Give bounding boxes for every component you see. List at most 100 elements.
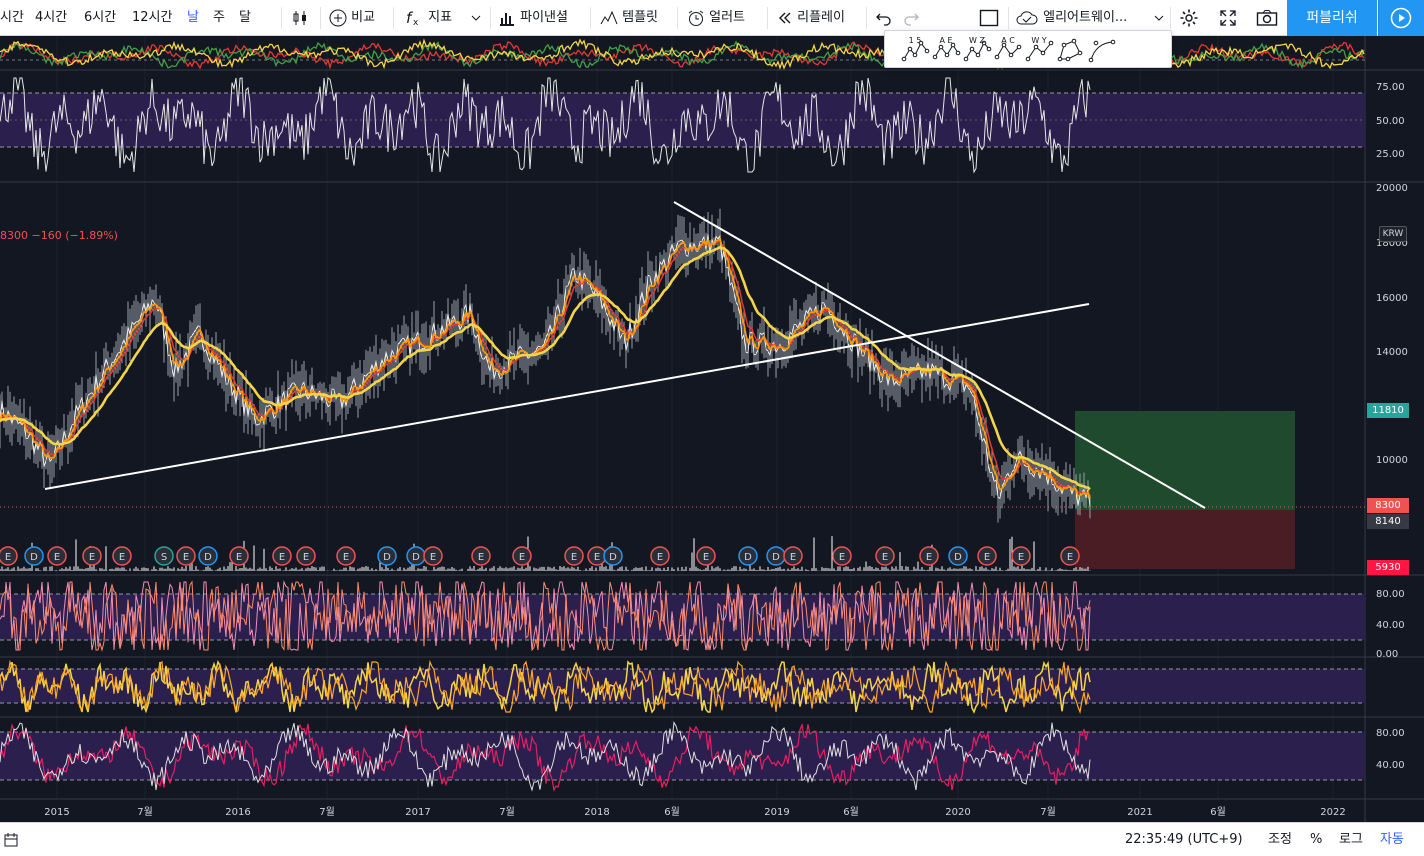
currency-badge[interactable]: KRW [1379, 226, 1407, 242]
stop-zone[interactable] [1075, 510, 1295, 569]
log-toggle[interactable]: 로그 [1339, 832, 1363, 847]
event-marker[interactable]: D [24, 546, 44, 566]
event-marker[interactable]: E [82, 546, 102, 566]
price-axis-label: 10000 [1376, 455, 1408, 466]
event-marker[interactable]: E [1011, 546, 1031, 566]
templates-button[interactable]: 템플릿 [600, 0, 658, 36]
svg-text:W Z: W Z [969, 36, 985, 45]
indicators-dropdown-icon[interactable] [470, 0, 482, 36]
event-marker[interactable]: E [423, 546, 443, 566]
event-marker[interactable]: D [406, 546, 426, 566]
settings-gear-icon[interactable] [1179, 0, 1199, 36]
layout-dropdown-icon[interactable] [1153, 0, 1165, 36]
time-axis[interactable]: 2015 7월 2016 7월 2017 7월 2018 6월 2019 6월 2020 7월 2021… [44, 806, 1345, 818]
interval-day[interactable]: 날 [187, 10, 199, 25]
event-marker[interactable]: E [875, 546, 895, 566]
ascending-trendline[interactable] [44, 303, 1090, 490]
svg-text:D: D [30, 552, 38, 563]
time-axis-label: 2021 [1127, 807, 1152, 818]
date-range-icon[interactable] [4, 823, 20, 856]
event-marker[interactable]: E [1060, 546, 1080, 566]
wxy-correction-icon[interactable]: W Y [1024, 35, 1054, 65]
xabcd-pattern-icon[interactable]: 1 5 [900, 35, 930, 65]
play-button[interactable] [1378, 0, 1424, 36]
expand-icon[interactable] [1219, 0, 1237, 36]
price-axis-label: 18000 [1376, 238, 1408, 249]
toolbar-divider [590, 7, 591, 29]
svg-text:E: E [571, 552, 577, 563]
interval-6h[interactable]: 6시간 [84, 10, 117, 25]
redo-icon[interactable] [903, 0, 919, 36]
compare-button[interactable]: 비교 [329, 0, 375, 36]
alert-button[interactable]: 얼러트 [687, 0, 745, 36]
clock-readout[interactable]: 22:35:49 (UTC+9) [1125, 832, 1243, 847]
wxyz-pattern-icon[interactable]: W Z [962, 35, 992, 65]
interval-12h[interactable]: 12시간 [132, 10, 173, 25]
time-axis-label: 2019 [764, 807, 789, 818]
event-marker[interactable]: E [783, 546, 803, 566]
replay-button[interactable]: 리플레이 [777, 0, 845, 36]
event-marker[interactable]: E [0, 546, 18, 566]
fullscreen-toggle-icon[interactable] [979, 0, 999, 36]
event-marker[interactable]: D [603, 546, 623, 566]
event-marker[interactable]: D [377, 546, 397, 566]
event-marker[interactable]: E [919, 546, 939, 566]
event-marker[interactable]: E [296, 546, 316, 566]
event-marker[interactable]: S [154, 546, 174, 566]
event-marker[interactable]: D [738, 546, 758, 566]
event-marker[interactable]: E [696, 546, 716, 566]
svg-text:E: E [343, 552, 349, 563]
time-axis-label: 6월 [843, 806, 859, 818]
bar-chart-icon [500, 12, 514, 26]
event-marker[interactable]: E [564, 546, 584, 566]
event-marker[interactable]: D [948, 546, 968, 566]
undo-icon[interactable] [876, 0, 892, 36]
event-marker[interactable]: E [272, 546, 292, 566]
svg-text:D: D [204, 552, 212, 563]
svg-text:E: E [119, 552, 125, 563]
event-marker[interactable]: E [650, 546, 670, 566]
event-marker[interactable]: E [47, 546, 67, 566]
event-marker[interactable]: E [832, 546, 852, 566]
stochastic-pane-3 [0, 720, 1365, 792]
svg-text:E: E [703, 552, 709, 563]
camera-icon[interactable] [1256, 0, 1278, 36]
event-marker[interactable]: E [587, 546, 607, 566]
candles-icon[interactable] [291, 0, 309, 36]
curve-icon[interactable] [1086, 35, 1116, 65]
publish-button[interactable]: 퍼블리쉬 [1287, 0, 1377, 36]
event-marker[interactable]: E [977, 546, 997, 566]
layout-save-button[interactable]: 엘리어트웨이... [1015, 0, 1127, 36]
event-marker[interactable]: E [176, 546, 196, 566]
target-zone[interactable] [1075, 411, 1295, 510]
event-marker[interactable]: E [471, 546, 491, 566]
financials-button[interactable]: 파이낸셜 [498, 0, 568, 36]
descending-trendline[interactable] [673, 201, 1206, 509]
stoch3-line [0, 720, 1091, 792]
interval-week[interactable]: 주 [213, 10, 225, 25]
event-marker[interactable]: E [229, 546, 249, 566]
cypher-pattern-icon[interactable]: A E [931, 35, 961, 65]
ema-mid-line [0, 236, 1091, 499]
interval-month[interactable]: 달 [239, 10, 251, 25]
event-marker[interactable]: D [766, 546, 786, 566]
event-marker[interactable]: E [336, 546, 356, 566]
cyclic-lines-icon[interactable] [1055, 35, 1085, 65]
auto-toggle[interactable]: 자동 [1380, 832, 1404, 847]
interval-1h[interactable]: 시간 [0, 10, 24, 25]
svg-text:E: E [594, 552, 600, 563]
stoch3-signal-line [0, 722, 1091, 792]
abc-correction-icon[interactable]: A C [993, 35, 1023, 65]
svg-text:E: E [430, 552, 436, 563]
price-change-readout: 8300 −160 (−1.89%) [0, 229, 118, 242]
price-axis[interactable]: 75.00 50.00 25.00 20000 18000 16000 1400… [1376, 82, 1408, 771]
interval-4h[interactable]: 4시간 [35, 10, 68, 25]
event-marker[interactable]: D [198, 546, 218, 566]
percent-toggle[interactable]: % [1310, 832, 1323, 847]
adjust-toggle[interactable]: 조정 [1268, 832, 1292, 847]
event-marker[interactable]: E [112, 546, 132, 566]
event-marker[interactable]: E [512, 546, 532, 566]
